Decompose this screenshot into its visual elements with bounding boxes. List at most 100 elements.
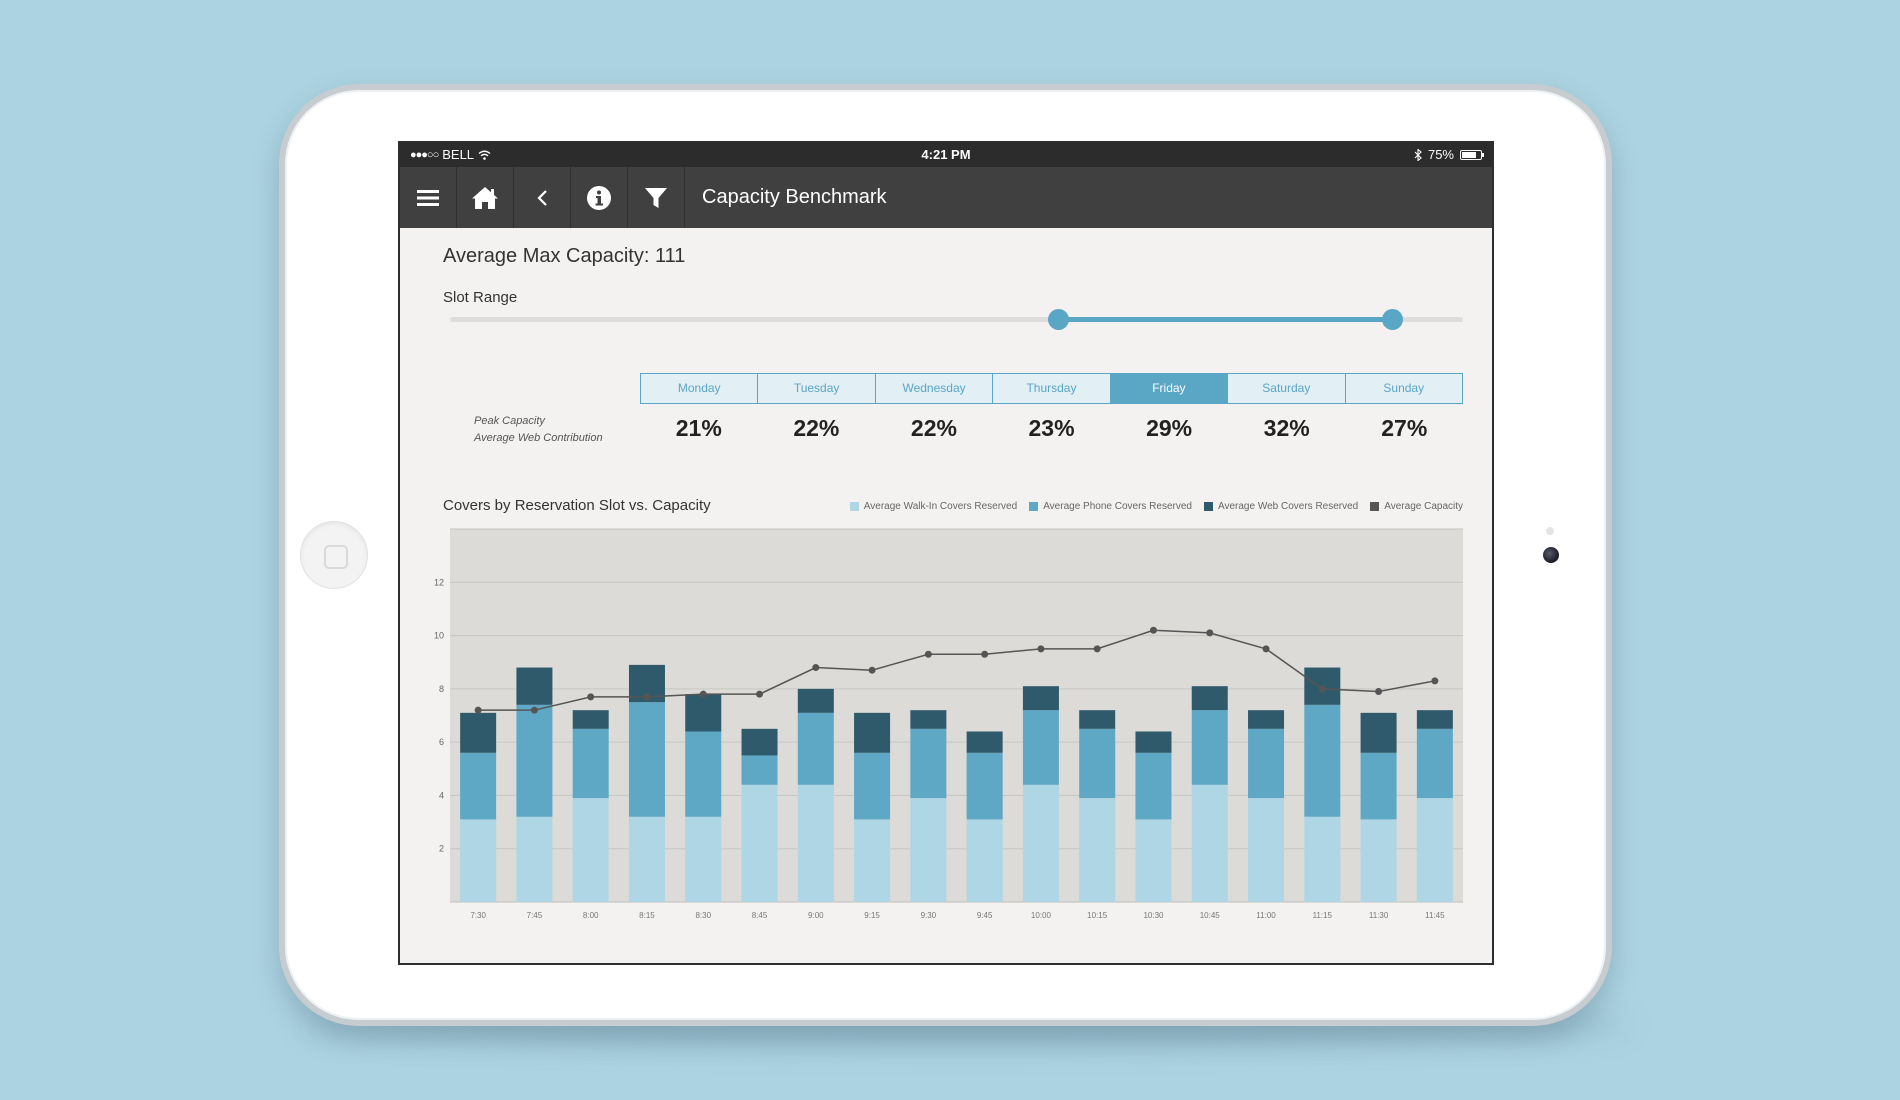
bar-segment-phone [1135,752,1172,820]
bar-segment-walk-in [685,816,722,902]
capacity-point [1318,685,1326,693]
tab-friday[interactable]: Friday [1110,374,1229,403]
tab-wednesday[interactable]: Wednesday [875,374,994,403]
web-contribution-label: Average Web Contribution [474,432,603,444]
slot-range-label: Slot Range [443,289,518,306]
bar-segment-walk-in [516,816,553,902]
bar-segment-walk-in [1360,819,1397,902]
y-tick-label: 12 [434,577,444,587]
day-value-monday: 21% [675,415,722,441]
y-tick-label: 4 [439,790,444,800]
bar-segment-web [966,731,1003,753]
slot-range-selection [1057,317,1393,322]
x-tick-label: 10:45 [1200,911,1221,920]
day-value-thursday: 23% [1028,415,1075,441]
bar-segment-web [460,712,497,753]
legend-label: Average Web Covers Reserved [1217,501,1359,512]
bar-segment-phone [1416,728,1453,799]
tab-tuesday[interactable]: Tuesday [758,374,876,403]
battery-percent: 75% [1427,147,1454,162]
slot-range-slider[interactable] [450,309,1463,330]
bar-segment-walk-in [1248,798,1285,902]
info-icon [587,185,611,210]
x-tick-label: 9:15 [864,911,880,920]
back-button[interactable] [514,167,571,228]
tab-monday[interactable]: Monday [641,374,759,403]
bar-segment-phone [797,712,834,785]
tab-sunday[interactable]: Sunday [1345,374,1462,403]
capacity-point [1262,645,1270,653]
day-tabs: Monday Tuesday Wednesday Thursday Friday Satu… [640,373,1463,404]
carrier-label: BELL [442,147,475,162]
capacity-point [530,706,538,714]
x-tick-label: 8:15 [639,911,655,920]
y-tick-label: 6 [439,737,444,747]
bar-segment-phone [1079,728,1116,799]
menu-button[interactable] [400,167,457,228]
x-tick-label: 11:15 [1313,911,1333,920]
capacity-line [478,629,1436,711]
slot-range-start-handle[interactable] [1047,309,1069,330]
capacity-point [474,706,482,714]
back-icon [537,189,547,206]
home-button[interactable] [457,167,514,228]
bar-segment-web [516,667,553,705]
capacity-point [1149,626,1157,634]
x-tick-label: 9:30 [921,911,937,920]
home-hardware-button[interactable] [300,521,368,589]
x-tick-label: 11:00 [1256,911,1276,920]
camera-icon [1543,547,1559,563]
slot-range-end-handle[interactable] [1382,309,1404,330]
x-tick-label: 7:30 [470,911,486,920]
legend-item: Average Walk-In Covers Reserved [849,501,1018,512]
status-bar: ●●●○○ BELL 4:21 PM 75% [400,143,1492,167]
bar-segment-web [572,710,609,729]
tab-saturday[interactable]: Saturday [1228,374,1346,403]
filter-icon [645,187,667,208]
covers-chart: 2 4 6 8 10 12 7:30 7:45 8:00 8:15 8:30 8:45 9:00 9:15… [434,528,1463,920]
bar-segment-web [1135,731,1172,753]
avg-max-capacity: Average Max Capacity: 111 [443,245,686,267]
day-value-friday: 29% [1146,415,1193,441]
bar-segment-phone [854,752,891,820]
capacity-point [1093,645,1101,653]
x-tick-label: 10:00 [1031,911,1052,920]
bar-segment-web [1248,710,1285,729]
x-tick-label: 10:30 [1143,911,1164,920]
capacity-point [924,650,932,658]
chart-title: Covers by Reservation Slot vs. Capacity [443,497,711,514]
x-tick-label: 9:45 [977,911,993,920]
tab-thursday[interactable]: Thursday [993,374,1111,403]
x-tick-label: 8:30 [695,911,711,920]
bar-segment-phone [516,704,553,817]
peak-capacity-labels: Peak Capacity Average Web Contribution [474,413,603,447]
status-left: ●●●○○ BELL [410,147,491,162]
info-button[interactable] [571,167,628,228]
legend-swatch [849,502,859,511]
menu-icon [417,189,439,206]
capacity-point [643,693,651,701]
bar-segment-walk-in [1416,798,1453,902]
bar-segment-walk-in [572,798,609,902]
bar-segment-web [910,710,947,729]
day-value-wednesday: 22% [910,415,957,441]
bar-segment-phone [1304,704,1341,817]
bar-segment-web [1416,710,1453,729]
capacity-point [1375,688,1383,696]
y-tick-label: 8 [439,684,444,694]
sensor-dot [1546,527,1554,535]
capacity-point [1037,645,1045,653]
bar-segment-phone [1191,710,1228,785]
bar-segment-web [1191,686,1228,711]
bar-segment-web [685,694,722,732]
day-value-saturday: 32% [1263,415,1310,441]
legend-swatch [1029,502,1039,511]
status-time: 4:21 PM [921,147,971,162]
bluetooth-icon [1414,148,1422,161]
filter-button[interactable] [628,167,685,228]
page-title: Capacity Benchmark [702,186,887,208]
legend-label: Average Walk-In Covers Reserved [863,501,1018,512]
x-tick-label: 7:45 [527,911,543,920]
bar-segment-phone [741,755,778,785]
bar-segment-phone [628,702,665,817]
